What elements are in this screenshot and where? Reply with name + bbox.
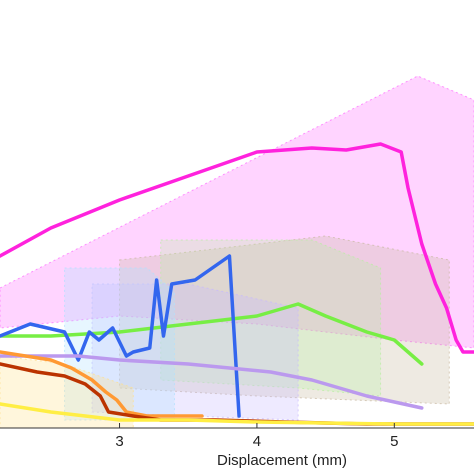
series-line-3 xyxy=(0,354,424,410)
series-line-2 xyxy=(0,254,241,418)
band-2 xyxy=(160,239,382,397)
series-lines xyxy=(0,142,474,426)
x-tick-label-0: 3 xyxy=(115,433,123,450)
band-0 xyxy=(0,75,474,349)
x-axis-title: Displacement (mm) xyxy=(217,452,347,469)
x-axis: 3 4 5 xyxy=(0,423,474,450)
series-line-0 xyxy=(0,142,474,354)
series-line-4 xyxy=(0,350,204,418)
series-line-1 xyxy=(0,302,424,366)
x-tick-label-1: 4 xyxy=(253,433,261,450)
band-1 xyxy=(119,235,450,405)
x-tick-label-2: 5 xyxy=(390,433,398,450)
confidence-bands xyxy=(0,75,474,429)
